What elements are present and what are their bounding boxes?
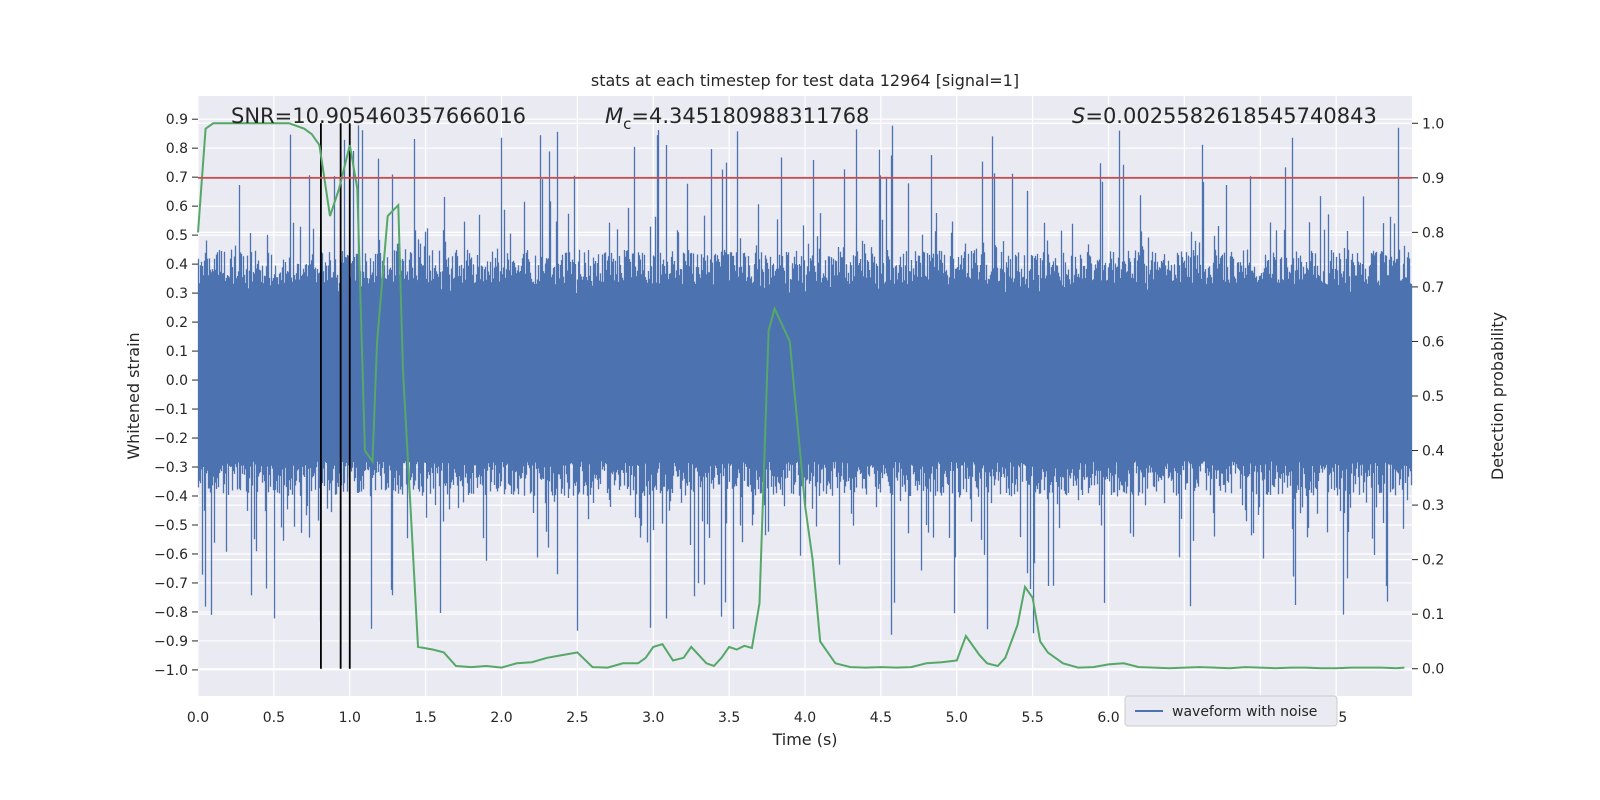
left-tick-label: −0.7 <box>154 576 188 592</box>
right-tick-label: 0.9 <box>1422 171 1444 187</box>
x-tick-label: 2.5 <box>566 710 588 726</box>
right-tick-label: 0.3 <box>1422 498 1444 514</box>
x-tick-label: 5.5 <box>1021 710 1043 726</box>
left-tick-label: −0.2 <box>154 431 188 447</box>
right-tick-label: 0.2 <box>1422 553 1444 569</box>
legend-box <box>1124 695 1338 727</box>
x-tick-label: 3.5 <box>718 710 740 726</box>
left-tick-label: 0.0 <box>166 373 188 389</box>
left-tick-label: 0.8 <box>166 141 188 157</box>
right-y-ticks: 0.0 0.1 0.2 0.3 0.4 0.5 0.6 0.7 0.8 0.9 1.0 <box>1412 116 1444 678</box>
left-tick-label: −1.0 <box>154 663 188 679</box>
x-tick-label: 4.5 <box>870 710 892 726</box>
chart-title: stats at each timestep for test data 129… <box>591 71 1019 90</box>
right-tick-label: 0.0 <box>1422 662 1444 678</box>
left-tick-label: 0.9 <box>166 112 188 128</box>
left-tick-label: 0.7 <box>166 170 188 186</box>
left-tick-label: 0.1 <box>166 344 188 360</box>
x-tick-label: 3.0 <box>642 710 664 726</box>
right-tick-label: 0.1 <box>1422 607 1444 623</box>
probability-line <box>197 122 1405 670</box>
left-tick-label: −0.3 <box>154 460 188 476</box>
right-y-axis-label: Detection probability <box>1488 312 1507 480</box>
left-tick-label: −0.1 <box>154 402 188 418</box>
right-tick-label: 0.6 <box>1422 334 1444 350</box>
right-tick-label: 0.7 <box>1422 280 1444 296</box>
left-tick-label: −0.4 <box>154 489 188 505</box>
x-tick-label: 6.0 <box>1097 710 1119 726</box>
left-y-ticks: −1.0 −0.9 −0.8 −0.7 −0.6 −0.5 −0.4 −0.3 −0.2 −0.1… <box>154 112 198 679</box>
x-tick-label: 1.5 <box>414 710 436 726</box>
waveform-line <box>197 125 1413 635</box>
mc-value: =4.345180988311768 <box>631 104 869 128</box>
s-annotation: S=0.0025582618545740843 <box>1072 104 1377 128</box>
s-value: =0.0025582618545740843 <box>1085 104 1377 128</box>
left-tick-label: 0.5 <box>166 228 188 244</box>
left-tick-label: −0.9 <box>154 634 188 650</box>
legend: waveform with noise <box>1124 695 1338 727</box>
left-tick-label: −0.6 <box>154 547 188 563</box>
right-tick-label: 0.8 <box>1422 225 1444 241</box>
snr-annotation: SNR=10.905460357666016 <box>231 104 526 128</box>
mc-subscript: c <box>623 115 631 133</box>
x-tick-label: 1.0 <box>339 710 361 726</box>
x-tick-label: 4.0 <box>794 710 816 726</box>
waveform-series <box>197 125 1413 635</box>
right-tick-label: 1.0 <box>1422 116 1444 132</box>
x-axis-label: Time (s) <box>771 730 837 749</box>
left-tick-label: −0.5 <box>154 518 188 534</box>
x-tick-label: 0.5 <box>263 710 285 726</box>
x-tick-label: 0.0 <box>187 710 209 726</box>
left-tick-label: 0.2 <box>166 315 188 331</box>
mc-symbol: M <box>605 104 623 128</box>
x-tick-label: 2.0 <box>490 710 512 726</box>
left-tick-label: −0.8 <box>154 605 188 621</box>
vertical-markers <box>320 123 351 669</box>
left-tick-label: 0.4 <box>166 257 188 273</box>
x-tick-label: 5.0 <box>946 710 968 726</box>
left-y-axis-label: Whitened strain <box>124 332 143 459</box>
left-tick-label: 0.6 <box>166 199 188 215</box>
legend-label-waveform: waveform with noise <box>1172 704 1317 720</box>
right-tick-label: 0.5 <box>1422 389 1444 405</box>
probability-series <box>197 122 1405 670</box>
left-tick-label: 0.3 <box>166 286 188 302</box>
mc-annotation: Mc=4.345180988311768 <box>605 104 869 133</box>
right-tick-label: 0.4 <box>1422 444 1444 460</box>
s-symbol: S <box>1072 104 1085 128</box>
